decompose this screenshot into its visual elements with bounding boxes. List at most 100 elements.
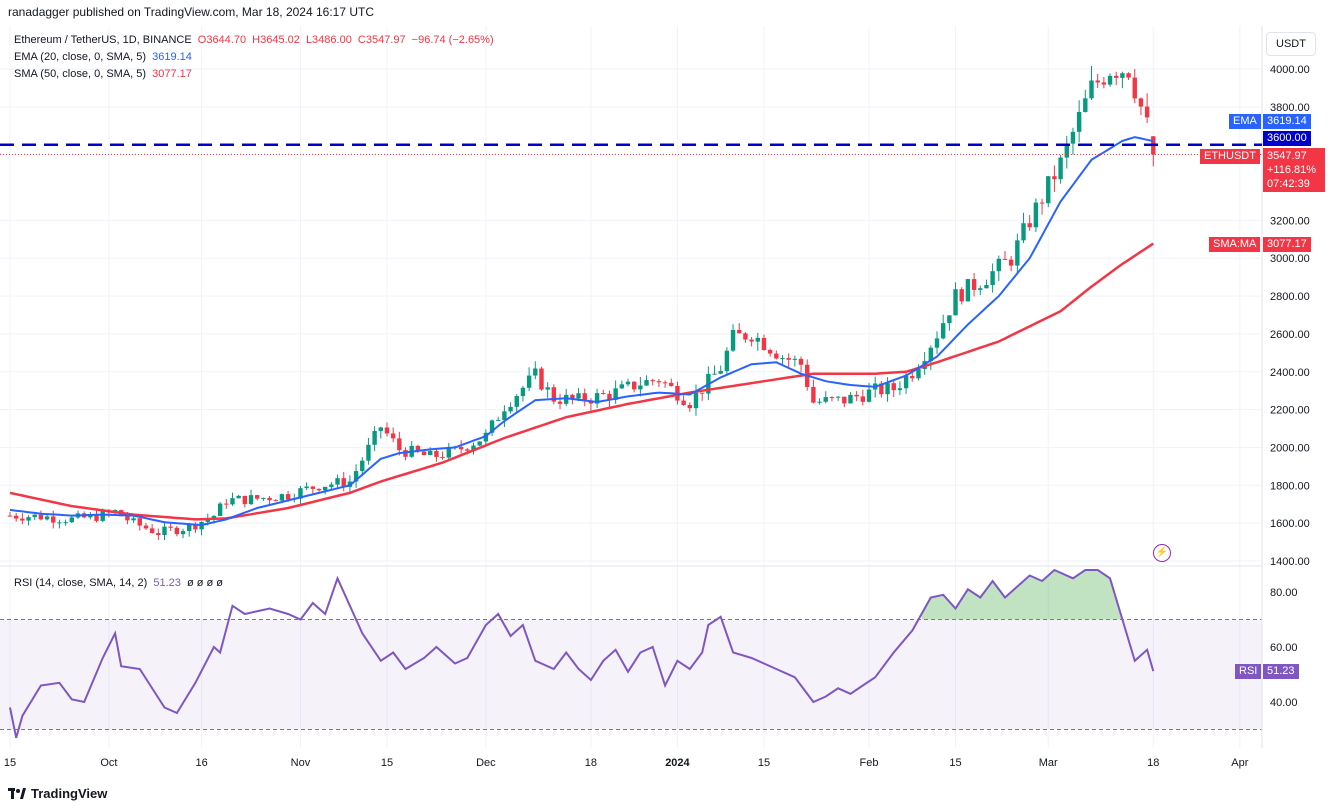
candle-body: [304, 486, 309, 489]
publisher-line: ranadagger published on TradingView.com,…: [8, 5, 375, 19]
candle-body: [1027, 223, 1032, 228]
candle-body: [953, 289, 958, 316]
time-axis-labels: 15 Oct 16 Nov 15 Dec 18 2024 15 Feb 15 Mar 18 Apr: [4, 757, 1249, 769]
candle-body: [1021, 223, 1026, 241]
candle-body: [625, 381, 631, 385]
grid-lines: [0, 26, 1262, 748]
candle-body: [786, 358, 791, 360]
symbol-tag: ETHUSDT: [1200, 149, 1260, 164]
candle-body: [724, 350, 730, 372]
ema-label: EMA (20, close, 0, SMA, 5): [14, 51, 147, 63]
level-tag: 3600.00: [1263, 131, 1311, 146]
ema-tag-value: 3619.14: [1263, 114, 1311, 129]
sma50-line: [9, 242, 1154, 521]
candle-body: [669, 382, 674, 386]
candle-body: [230, 498, 235, 505]
price-chart[interactable]: 1400.00 1600.00 1800.00 2000.00 2200.00 2400.…: [0, 26, 1339, 774]
price-tick-label: 2600.00: [1270, 329, 1310, 341]
sma-label: SMA (50, close, 0, SMA, 5): [14, 68, 147, 80]
candle-body: [984, 285, 989, 289]
candle-body: [1126, 73, 1131, 78]
candle-body: [835, 396, 841, 398]
time-tick-label: Dec: [476, 757, 496, 769]
high-value: H3645.02: [252, 34, 300, 46]
candle-body: [508, 406, 513, 412]
candle-body: [712, 373, 717, 375]
candle-body: [168, 526, 173, 528]
time-tick-label: Mar: [1039, 757, 1058, 769]
candle-body: [489, 420, 495, 433]
currency-button[interactable]: USDT: [1266, 32, 1316, 56]
candle-body: [693, 392, 699, 409]
candle-body: [631, 381, 637, 390]
candle-body: [743, 333, 748, 340]
candle-body: [149, 528, 155, 533]
candle-body: [1076, 111, 1082, 132]
candle-body: [1070, 131, 1076, 144]
candle-body: [910, 376, 915, 379]
lightning-icon[interactable]: ⚡: [1153, 544, 1171, 562]
candle-body: [477, 441, 482, 446]
rsi-tag-name: RSI: [1235, 664, 1262, 679]
candle-body: [353, 471, 359, 482]
candle-body: [1083, 98, 1088, 112]
time-tick-label: 15: [758, 757, 770, 769]
candle-body: [891, 383, 896, 391]
candle-body: [1132, 77, 1137, 99]
candle-body: [823, 397, 828, 402]
time-tick-label: 15: [4, 757, 16, 769]
price-tick-label: 3000.00: [1270, 253, 1310, 265]
price-tick-label: 3800.00: [1270, 102, 1310, 114]
rsi-tick-label: 80.00: [1270, 587, 1298, 599]
price-tag: 3547.97 +116.81% 07:42:39: [1263, 148, 1325, 192]
candle-body: [848, 394, 853, 404]
candle-body: [588, 401, 594, 404]
sma-legend: SMA (50, close, 0, SMA, 5) 3077.17: [14, 68, 192, 80]
price-tick-label: 4000.00: [1270, 64, 1310, 76]
candle-body: [767, 349, 773, 354]
footer-brand-text: TradingView: [31, 786, 108, 801]
candle-body: [100, 511, 105, 521]
candle-body: [69, 517, 74, 523]
price-tag-value: 3547.97: [1267, 150, 1307, 162]
rsi-value: 51.23: [153, 577, 181, 589]
candle-body: [180, 531, 186, 535]
candle-body: [557, 401, 563, 404]
candle-body: [156, 532, 161, 535]
candle-body: [551, 387, 557, 402]
candle-body: [211, 515, 217, 519]
candle-body: [20, 518, 25, 521]
candle-body: [582, 393, 587, 402]
candle-body: [360, 460, 365, 472]
candle-body: [699, 392, 705, 394]
rsi-label: RSI (14, close, SMA, 14, 2): [14, 577, 148, 589]
candle-body: [576, 393, 581, 399]
time-tick-label: 15: [381, 757, 393, 769]
candle-body: [1120, 73, 1125, 78]
candle-body: [316, 488, 322, 491]
candle-body: [390, 433, 396, 439]
time-tick-label: 18: [1147, 757, 1159, 769]
candle-body: [928, 347, 934, 362]
candle-body: [44, 516, 50, 520]
rsi-tick-label: 40.00: [1270, 697, 1298, 709]
candle-body: [341, 478, 346, 487]
candle-body: [458, 446, 464, 450]
candle-body: [718, 371, 723, 374]
candle-body: [761, 337, 767, 350]
candle-body: [38, 514, 44, 520]
candle-body: [143, 525, 149, 529]
candle-body: [681, 400, 686, 405]
candle-body: [644, 380, 649, 386]
candle-body: [755, 337, 760, 342]
candle-body: [854, 394, 859, 397]
candle-body: [13, 515, 19, 519]
ema-value: 3619.14: [152, 51, 192, 63]
candle-body: [749, 339, 754, 342]
candles-group: [7, 65, 1156, 541]
candle-body: [261, 497, 266, 499]
candle-body: [1089, 80, 1094, 99]
candle-body: [187, 524, 192, 532]
candle-body: [236, 495, 241, 499]
candle-body: [131, 518, 136, 521]
